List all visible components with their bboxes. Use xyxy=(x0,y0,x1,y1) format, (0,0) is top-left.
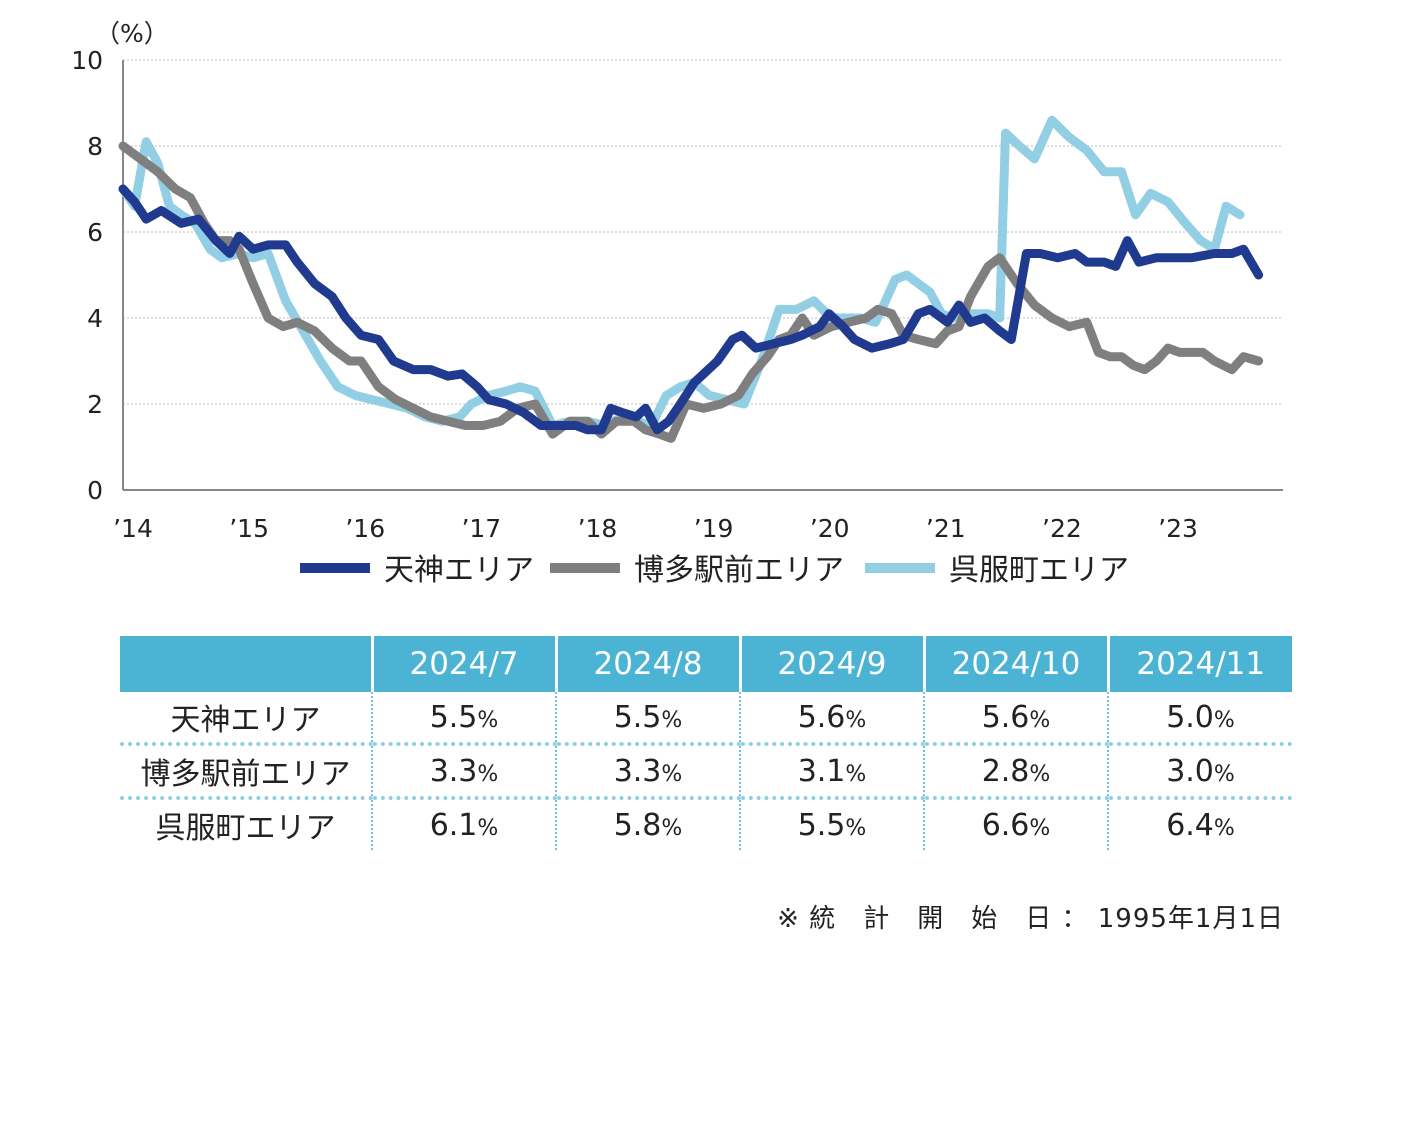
table-cell: 6.4% xyxy=(1107,796,1292,850)
series-lines xyxy=(118,115,1264,443)
table-cell: 5.8% xyxy=(555,796,740,850)
cell-value: 5.8 xyxy=(613,807,662,843)
legend-label-2: 呉服町エリア xyxy=(949,553,1129,588)
y-tick-label: 4 xyxy=(87,304,103,333)
cell-value: 5.5 xyxy=(613,699,662,735)
x-tick-label: ’16 xyxy=(345,514,385,543)
rates-table: 2024/7 2024/8 2024/9 2024/10 2024/11 天神エ… xyxy=(120,636,1292,850)
cell-value: 5.5 xyxy=(797,807,846,843)
table-header-cell: 2024/7 xyxy=(370,636,556,692)
cell-unit: % xyxy=(1213,761,1235,787)
cell-unit: % xyxy=(661,761,683,787)
cell-value: 5.6 xyxy=(981,699,1030,735)
x-tick-labels: ’14 ’15 ’16 ’17 ’18 ’19 ’20 ’21 ’22 ’23 xyxy=(113,514,1198,543)
cell-unit: % xyxy=(477,815,499,841)
cell-value: 3.1 xyxy=(797,753,846,789)
table-cell: 6.1% xyxy=(371,796,556,850)
x-tick-label: ’23 xyxy=(1158,514,1198,543)
table-row: 天神エリア 5.5% 5.5% 5.6% 5.6% 5.0% xyxy=(120,692,1292,744)
y-tick-label: 6 xyxy=(87,218,103,247)
table-header-cell: 2024/9 xyxy=(738,636,924,692)
x-tick-label: ’21 xyxy=(926,514,966,543)
table-row: 博多駅前エリア 3.3% 3.3% 3.1% 2.8% 3.0% xyxy=(120,742,1292,798)
y-tick-label: 2 xyxy=(87,390,103,419)
series-line-2 xyxy=(118,115,1245,430)
table-cell: 5.0% xyxy=(1107,692,1292,744)
table-cell: 5.6% xyxy=(739,692,924,744)
table-cell: 5.5% xyxy=(555,692,740,744)
cell-value: 5.6 xyxy=(797,699,846,735)
x-tick-label: ’14 xyxy=(113,514,153,543)
table-cell: 3.0% xyxy=(1107,742,1292,798)
cell-value: 6.4 xyxy=(1166,807,1214,843)
cell-unit: % xyxy=(1029,815,1051,841)
x-tick-label: ’22 xyxy=(1042,514,1082,543)
x-tick-label: ’17 xyxy=(461,514,501,543)
table-cell: 3.1% xyxy=(739,742,924,798)
vacancy-rate-chart: 0 2 4 6 8 10 ’14 ’15 ’16 ’17 ’18 ’19 ’20 ’21 ’22 ’23 （… xyxy=(71,19,1283,588)
cell-value: 5.0 xyxy=(1166,699,1214,735)
table-cell: 3.3% xyxy=(371,742,556,798)
cell-unit: % xyxy=(845,815,867,841)
cell-unit: % xyxy=(845,761,867,787)
table-row-label: 呉服町エリア xyxy=(120,796,372,850)
table-cell: 2.8% xyxy=(923,742,1108,798)
cell-unit: % xyxy=(661,815,683,841)
table-row-label: 天神エリア xyxy=(170,703,321,738)
cell-value: 6.6 xyxy=(981,807,1030,843)
table-cell: 5.6% xyxy=(923,692,1108,744)
y-tick-label: 8 xyxy=(87,132,103,161)
x-tick-label: ’20 xyxy=(810,514,850,543)
table-header-cell: 2024/10 xyxy=(922,636,1108,692)
x-tick-label: ’18 xyxy=(578,514,618,543)
cell-unit: % xyxy=(477,761,499,787)
cell-unit: % xyxy=(661,707,683,733)
table-header-row: 2024/7 2024/8 2024/9 2024/10 2024/11 xyxy=(120,636,1292,692)
table-cell: 3.3% xyxy=(555,742,740,798)
table-cell: 5.5% xyxy=(371,692,556,744)
table-header-corner xyxy=(120,636,372,692)
cell-value: 6.1 xyxy=(429,807,478,843)
cell-unit: % xyxy=(477,707,499,733)
series-line-1 xyxy=(118,141,1264,443)
table-row-label: 博多駅前エリア xyxy=(120,742,372,798)
x-tick-label: ’15 xyxy=(229,514,269,543)
table-row: 呉服町エリア 6.1% 5.8% 5.5% 6.6% 6.4% xyxy=(120,796,1292,850)
footnote: ※ 統 計 開 始 日 ： 1995年1月1日 xyxy=(777,904,1284,934)
cell-value: 3.3 xyxy=(429,753,478,789)
cell-value: 3.3 xyxy=(613,753,662,789)
y-tick-label: 0 xyxy=(87,476,103,505)
series-line-0 xyxy=(118,184,1264,435)
y-tick-label: 10 xyxy=(71,46,103,75)
cell-value: 3.0 xyxy=(1166,753,1214,789)
cell-unit: % xyxy=(1213,815,1235,841)
table-header-cell: 2024/8 xyxy=(554,636,740,692)
table-cell: 5.5% xyxy=(739,796,924,850)
y-unit-label: （%） xyxy=(95,19,169,48)
legend: 天神エリア 博多駅前エリア 呉服町エリア xyxy=(300,553,1129,588)
x-tick-label: ’19 xyxy=(694,514,734,543)
cell-value: 5.5 xyxy=(429,699,478,735)
table-header-cell: 2024/11 xyxy=(1106,636,1292,692)
cell-unit: % xyxy=(845,707,867,733)
y-tick-labels: 0 2 4 6 8 10 xyxy=(71,46,103,505)
legend-label-1: 博多駅前エリア xyxy=(634,553,844,588)
cell-value: 2.8 xyxy=(981,753,1030,789)
table-cell: 6.6% xyxy=(923,796,1108,850)
cell-unit: % xyxy=(1029,707,1051,733)
cell-unit: % xyxy=(1029,761,1051,787)
cell-unit: % xyxy=(1213,707,1235,733)
legend-label-0: 天神エリア xyxy=(384,553,534,588)
